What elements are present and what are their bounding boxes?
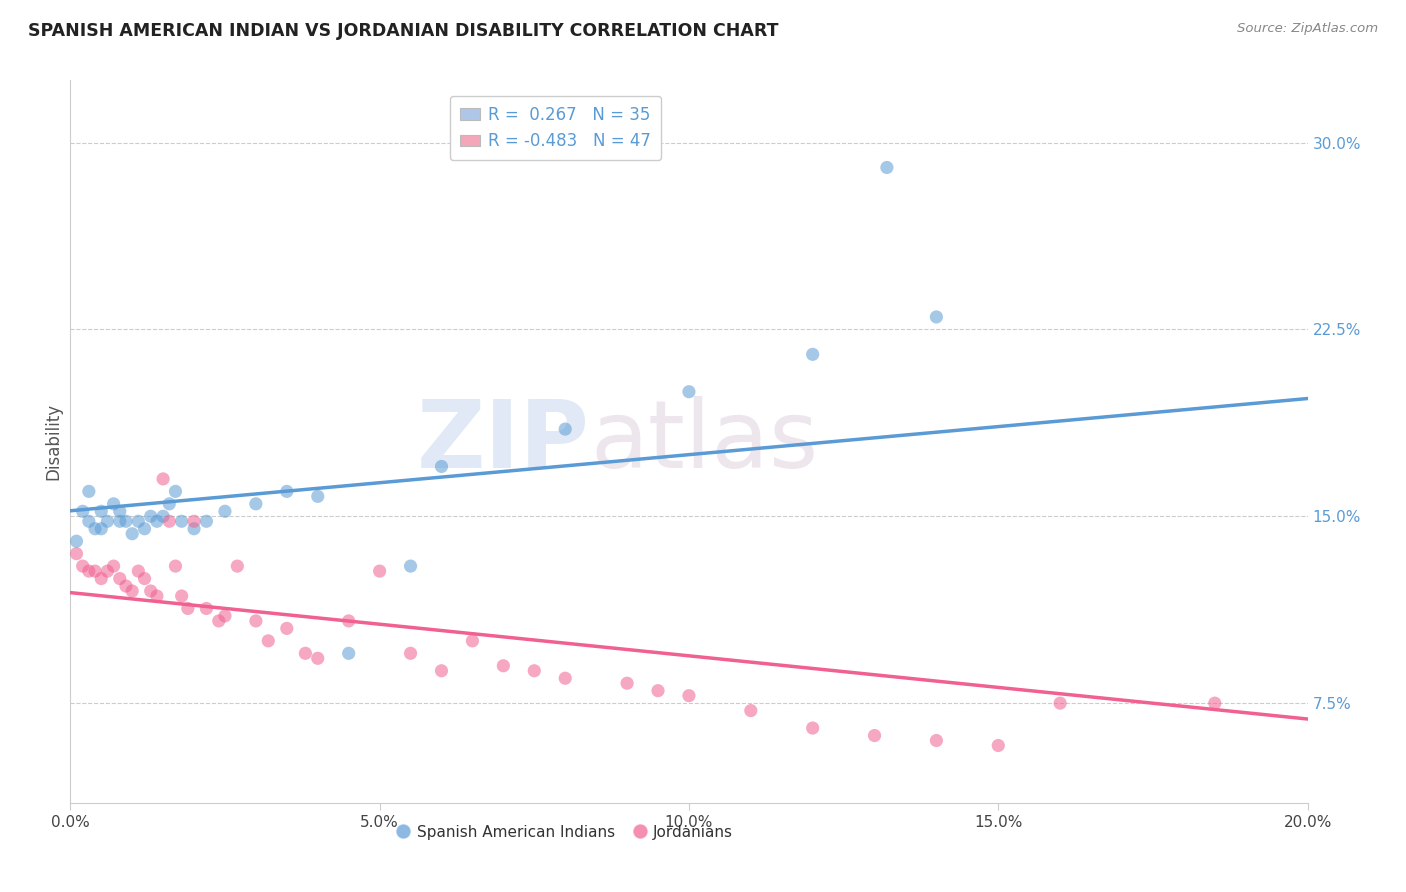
Point <box>1049 696 1071 710</box>
Point <box>65 534 87 549</box>
Point <box>103 497 125 511</box>
Point <box>96 514 118 528</box>
Point <box>127 514 149 528</box>
Y-axis label: Disability: Disability <box>44 403 62 480</box>
Point <box>115 514 138 528</box>
Point <box>183 514 205 528</box>
Point <box>157 497 180 511</box>
Point <box>96 564 118 578</box>
Point <box>77 514 100 528</box>
Point <box>294 646 316 660</box>
Point <box>72 559 94 574</box>
Point <box>399 559 422 574</box>
Point <box>152 509 174 524</box>
Point <box>987 739 1010 753</box>
Point <box>139 584 162 599</box>
Point <box>214 504 236 518</box>
Point <box>170 514 193 528</box>
Point <box>554 422 576 436</box>
Point <box>103 559 125 574</box>
Point <box>146 514 169 528</box>
Point <box>801 347 824 361</box>
Point <box>337 646 360 660</box>
Point <box>208 614 231 628</box>
Point <box>430 664 453 678</box>
Point <box>170 589 193 603</box>
Point <box>368 564 391 578</box>
Point <box>276 484 298 499</box>
Point <box>245 497 267 511</box>
Point <box>925 733 948 747</box>
Point <box>157 514 180 528</box>
Point <box>77 484 100 499</box>
Point <box>90 504 112 518</box>
Point <box>492 658 515 673</box>
Point <box>90 522 112 536</box>
Point <box>139 509 162 524</box>
Point <box>461 633 484 648</box>
Point <box>134 522 156 536</box>
Point <box>108 572 131 586</box>
Point <box>1204 696 1226 710</box>
Point <box>257 633 280 648</box>
Point <box>152 472 174 486</box>
Point <box>876 161 898 175</box>
Point <box>84 564 107 578</box>
Point <box>616 676 638 690</box>
Point <box>72 504 94 518</box>
Point <box>146 589 169 603</box>
Point <box>77 564 100 578</box>
Point <box>307 489 329 503</box>
Point <box>165 484 187 499</box>
Point <box>678 689 700 703</box>
Point <box>121 584 143 599</box>
Point <box>430 459 453 474</box>
Point <box>90 572 112 586</box>
Point <box>214 609 236 624</box>
Point <box>925 310 948 324</box>
Point <box>554 671 576 685</box>
Point <box>84 522 107 536</box>
Point <box>115 579 138 593</box>
Point <box>226 559 249 574</box>
Point <box>108 514 131 528</box>
Point <box>195 514 218 528</box>
Text: atlas: atlas <box>591 395 818 488</box>
Point <box>245 614 267 628</box>
Text: Source: ZipAtlas.com: Source: ZipAtlas.com <box>1237 22 1378 36</box>
Point <box>740 704 762 718</box>
Point <box>65 547 87 561</box>
Point <box>307 651 329 665</box>
Legend: Spanish American Indians, Jordanians: Spanish American Indians, Jordanians <box>391 819 740 846</box>
Point <box>108 504 131 518</box>
Point <box>399 646 422 660</box>
Point <box>276 621 298 635</box>
Point <box>177 601 200 615</box>
Point <box>647 683 669 698</box>
Text: SPANISH AMERICAN INDIAN VS JORDANIAN DISABILITY CORRELATION CHART: SPANISH AMERICAN INDIAN VS JORDANIAN DIS… <box>28 22 779 40</box>
Point <box>134 572 156 586</box>
Point <box>127 564 149 578</box>
Point <box>183 522 205 536</box>
Point <box>678 384 700 399</box>
Point <box>523 664 546 678</box>
Point <box>195 601 218 615</box>
Point <box>165 559 187 574</box>
Point <box>121 526 143 541</box>
Point <box>863 729 886 743</box>
Text: ZIP: ZIP <box>418 395 591 488</box>
Point <box>801 721 824 735</box>
Point <box>337 614 360 628</box>
